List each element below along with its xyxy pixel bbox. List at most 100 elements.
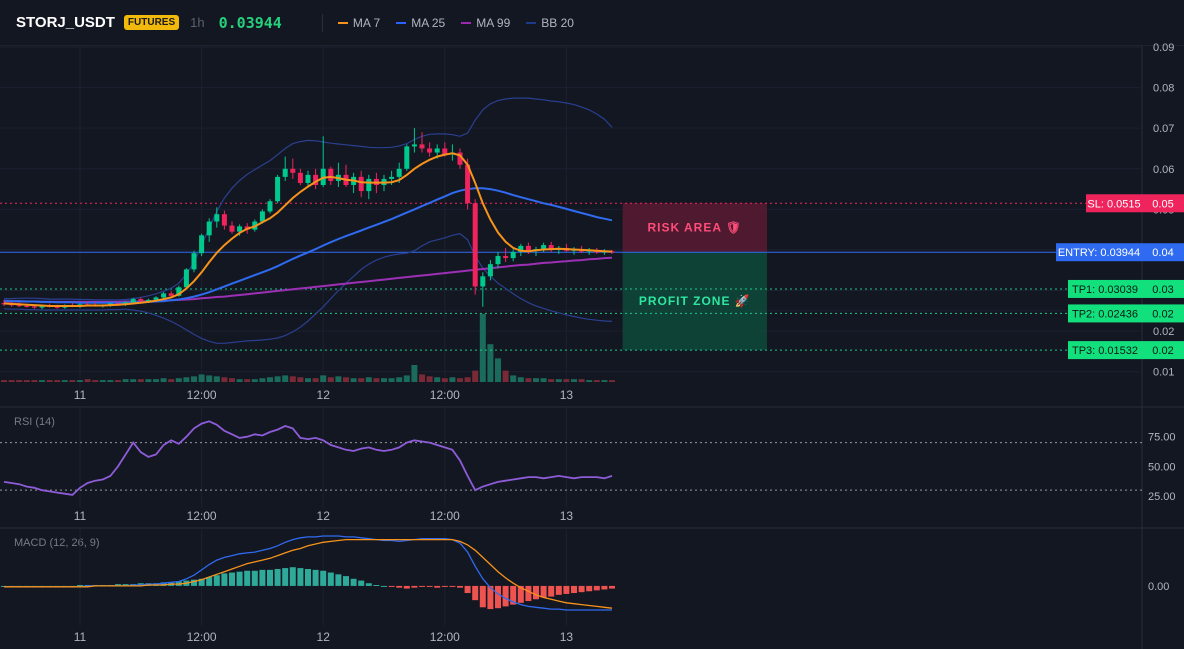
volume-bar bbox=[54, 380, 61, 382]
candle-body[interactable] bbox=[366, 178, 372, 192]
volume-bar bbox=[297, 377, 304, 382]
candle-body[interactable] bbox=[275, 176, 281, 202]
macd-histogram-bar bbox=[206, 577, 213, 586]
candle-body[interactable] bbox=[487, 264, 493, 277]
ma99-swatch bbox=[461, 21, 472, 24]
candle-body[interactable] bbox=[442, 148, 448, 155]
macd-histogram-bar bbox=[396, 585, 403, 588]
volume-bar bbox=[115, 380, 121, 382]
candle-body[interactable] bbox=[161, 293, 167, 298]
candle-body[interactable] bbox=[199, 235, 205, 254]
legend-ma25[interactable]: MA 25 bbox=[396, 16, 445, 30]
timeframe-label[interactable]: 1h bbox=[190, 15, 205, 30]
candle-body[interactable] bbox=[358, 176, 364, 192]
volume-bar bbox=[289, 376, 296, 382]
ma7-swatch bbox=[337, 21, 348, 24]
candle-body[interactable] bbox=[434, 148, 440, 153]
volume-bar bbox=[403, 375, 410, 382]
legend-ma7[interactable]: MA 7 bbox=[337, 15, 381, 30]
candle-body[interactable] bbox=[24, 305, 30, 307]
candle-body[interactable] bbox=[145, 299, 151, 302]
candle-body[interactable] bbox=[541, 245, 547, 250]
candle-body[interactable] bbox=[427, 148, 433, 153]
candle-body[interactable] bbox=[282, 168, 288, 177]
legend-bb20-label: BB 20 bbox=[541, 15, 574, 30]
candle-body[interactable] bbox=[259, 211, 265, 222]
legend-ma99[interactable]: MA 99 bbox=[461, 16, 510, 30]
profit-zone bbox=[622, 252, 767, 351]
candle-body[interactable] bbox=[16, 305, 22, 307]
candle-body[interactable] bbox=[305, 174, 311, 183]
rsi-x-tick: 12:00 bbox=[430, 509, 460, 523]
volume-bar bbox=[168, 379, 175, 382]
candle-body[interactable] bbox=[609, 251, 615, 253]
candle-body[interactable] bbox=[472, 203, 478, 287]
candle-body[interactable] bbox=[404, 146, 410, 169]
legend-ma99-label: MA 99 bbox=[476, 15, 511, 30]
candle-body[interactable] bbox=[237, 226, 243, 232]
macd-x-tick: 11 bbox=[74, 630, 87, 644]
volume-bar bbox=[578, 379, 585, 382]
candle-body[interactable] bbox=[39, 305, 45, 308]
candle-body[interactable] bbox=[389, 176, 395, 179]
volume-bar bbox=[153, 379, 159, 382]
candle-body[interactable] bbox=[503, 256, 509, 259]
volume-bar bbox=[259, 378, 266, 382]
candle-body[interactable] bbox=[206, 221, 212, 236]
candle-body[interactable] bbox=[510, 251, 516, 259]
price-x-tick: 12:00 bbox=[430, 388, 460, 402]
volume-bar bbox=[191, 376, 197, 382]
macd-signal-line bbox=[4, 538, 613, 609]
sl-tag-label: SL: 0.0515 bbox=[1087, 198, 1140, 210]
candle-body[interactable] bbox=[480, 276, 486, 287]
chart-header: STORJ_USDT FUTURES 1h 0.03944 MA 7 MA 25… bbox=[0, 0, 1184, 46]
candle-body[interactable] bbox=[548, 245, 554, 250]
macd-histogram-bar bbox=[312, 569, 319, 586]
candle-body[interactable] bbox=[214, 214, 220, 222]
candle-body[interactable] bbox=[54, 306, 60, 308]
candle-body[interactable] bbox=[518, 245, 524, 252]
volume-bar bbox=[540, 378, 547, 382]
rsi-line bbox=[3, 420, 613, 496]
volume-bar bbox=[502, 370, 509, 382]
candle-body[interactable] bbox=[168, 293, 174, 296]
candle-body[interactable] bbox=[396, 168, 402, 177]
candle-body[interactable] bbox=[191, 253, 197, 270]
candle-body[interactable] bbox=[176, 287, 182, 296]
volume-bar bbox=[609, 380, 615, 382]
candle-body[interactable] bbox=[313, 174, 319, 185]
legend-ma7-label: MA 7 bbox=[352, 15, 381, 30]
candle-body[interactable] bbox=[153, 297, 159, 300]
price-y-tick: 0.08 bbox=[1153, 83, 1174, 95]
volume-bar bbox=[441, 378, 448, 382]
candle-body[interactable] bbox=[31, 306, 37, 308]
candle-body[interactable] bbox=[138, 299, 144, 302]
candle-body[interactable] bbox=[465, 164, 471, 204]
profit-zone-label: PROFIT ZONE 🚀 bbox=[639, 294, 751, 308]
candle-body[interactable] bbox=[130, 299, 136, 303]
candle-body[interactable] bbox=[290, 168, 296, 173]
candle-body[interactable] bbox=[419, 144, 425, 149]
bb-lower-line bbox=[3, 233, 613, 344]
candle-body[interactable] bbox=[411, 144, 417, 147]
symbol-name[interactable]: STORJ_USDT bbox=[16, 14, 115, 31]
legend-bb20[interactable]: BB 20 bbox=[526, 16, 574, 30]
candle-body[interactable] bbox=[221, 214, 227, 226]
indicator-legend: MA 7 MA 25 MA 99 BB 20 bbox=[337, 15, 590, 30]
tp2-axis-value: 0.02 bbox=[1152, 308, 1173, 320]
volume-bar bbox=[69, 380, 76, 382]
candle-body[interactable] bbox=[457, 152, 463, 165]
volume-bar bbox=[77, 380, 83, 382]
candle-body[interactable] bbox=[267, 201, 273, 212]
candle-body[interactable] bbox=[297, 172, 303, 183]
candle-body[interactable] bbox=[328, 168, 334, 181]
candle-body[interactable] bbox=[183, 269, 189, 288]
volume-bar bbox=[487, 344, 494, 382]
volume-bar bbox=[198, 374, 205, 382]
candle-body[interactable] bbox=[229, 225, 235, 232]
candle-body[interactable] bbox=[495, 256, 501, 265]
volume-bar bbox=[343, 377, 349, 382]
candle-body[interactable] bbox=[525, 245, 531, 251]
ma25-swatch bbox=[396, 21, 407, 24]
